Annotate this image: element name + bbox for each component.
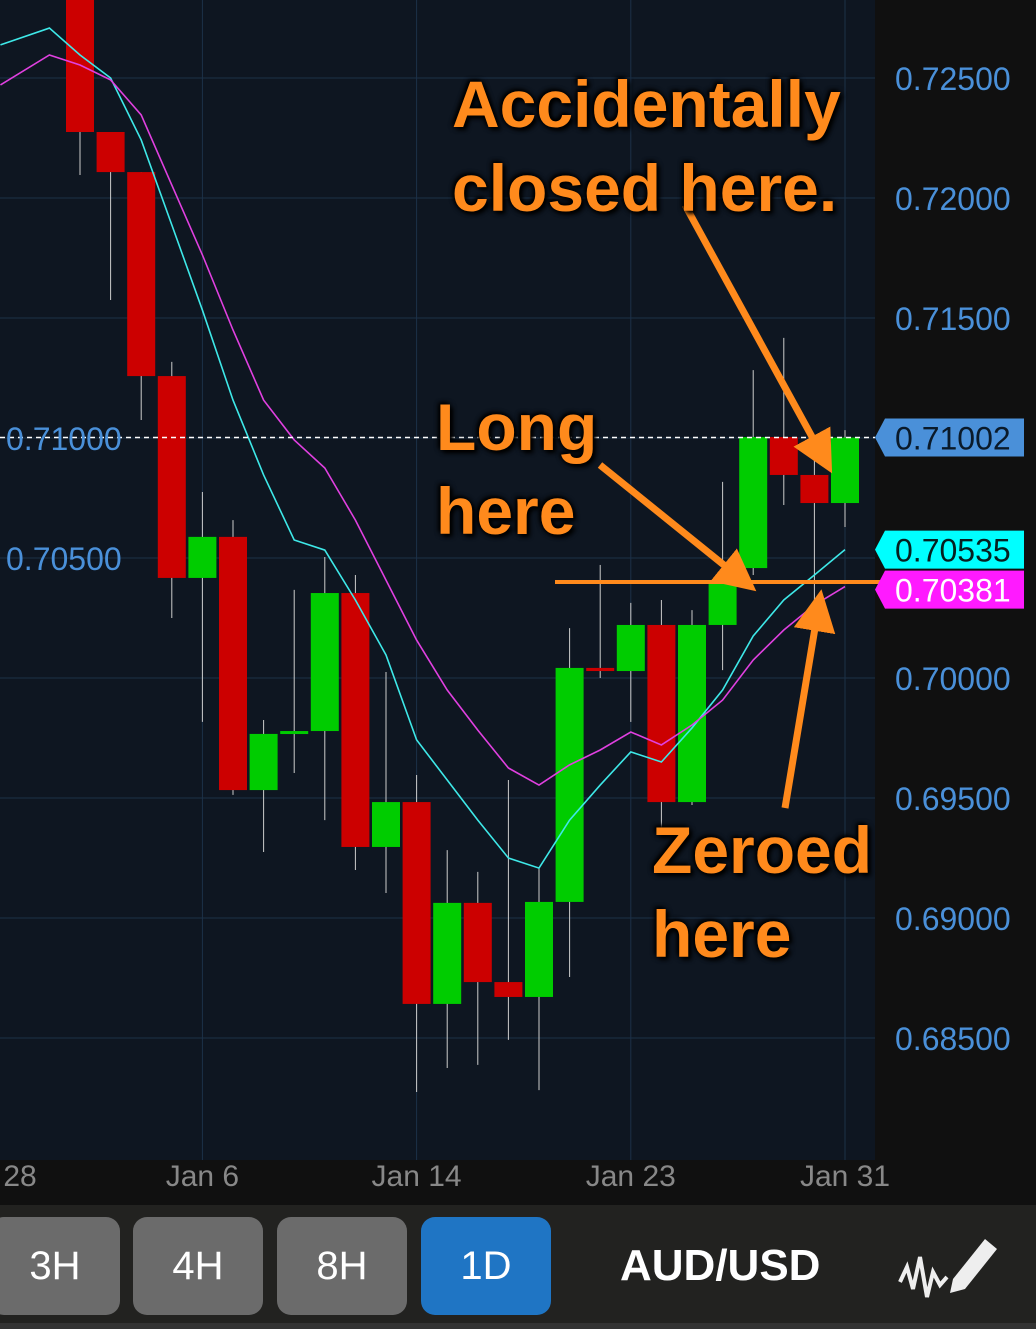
y-tick-label: 0.68500 xyxy=(895,1021,1011,1057)
timeframe-4h-button[interactable]: 4H xyxy=(133,1217,263,1315)
candle-down xyxy=(341,593,370,847)
candle-down xyxy=(647,624,676,803)
y-tick-label: 0.71000 xyxy=(6,421,122,457)
y-tick-label: 0.70000 xyxy=(895,661,1011,697)
candle-down xyxy=(127,172,156,377)
y-tick-label: 0.69000 xyxy=(895,901,1011,937)
x-tick-label: Jan 23 xyxy=(586,1160,676,1193)
candle-down xyxy=(769,437,798,475)
timeframe-3h-button[interactable]: 3H xyxy=(0,1217,120,1315)
x-tick-label: Jan 14 xyxy=(372,1160,462,1193)
candle-up xyxy=(310,593,339,732)
candle-up xyxy=(555,667,584,902)
x-tick-label: Jan 6 xyxy=(166,1160,239,1193)
candle-up xyxy=(616,624,645,672)
y-tick-label: 0.72500 xyxy=(895,61,1011,97)
moving-average-fast xyxy=(0,27,846,870)
price-tag xyxy=(875,530,1024,569)
candle-down xyxy=(800,474,829,504)
annotation-closed: Accidentally closed here. xyxy=(452,67,841,225)
annotation-long: Long here xyxy=(436,390,598,548)
x-tick-label: 28 xyxy=(3,1160,36,1193)
time-axis xyxy=(0,1160,875,1205)
candle-up xyxy=(372,802,400,847)
bottom-edge xyxy=(0,1323,1036,1329)
candle-down xyxy=(219,536,247,791)
candle-down xyxy=(66,0,94,133)
candle-up xyxy=(249,733,278,791)
candle-down xyxy=(586,667,615,672)
candle-up xyxy=(280,731,309,735)
candle-up xyxy=(739,437,768,569)
candle-up xyxy=(525,901,553,997)
candle-down xyxy=(96,132,125,173)
price-tag-label: 0.70381 xyxy=(895,573,1011,609)
annotation-arrow xyxy=(781,589,836,809)
candle-down xyxy=(402,802,431,1004)
moving-average-slow xyxy=(0,54,846,786)
price-tag-label: 0.71002 xyxy=(895,421,1011,457)
y-tick-label: 0.69500 xyxy=(895,781,1011,817)
y-tick-label: 0.70500 xyxy=(6,541,122,577)
timeframe-1d-button[interactable]: 1D xyxy=(421,1217,551,1315)
candle-up xyxy=(708,582,737,625)
annotation-arrow xyxy=(597,462,757,592)
annotation-arrow xyxy=(681,203,833,474)
chart-draw-pencil-icon[interactable] xyxy=(895,1227,1005,1307)
y-tick-label: 0.71500 xyxy=(895,301,1011,337)
candlestick-chart[interactable]: 0.68500 0.69000 0.69500 0.70000 0.70500 0.710… xyxy=(0,0,1036,1205)
timeframe-8h-button[interactable]: 8H xyxy=(277,1217,407,1315)
candle-up xyxy=(678,624,706,803)
candle-up xyxy=(831,437,859,504)
annotation-zeroed: Zeroed here xyxy=(652,813,873,971)
candle-down xyxy=(494,982,523,997)
symbol-label[interactable]: AUD/USD xyxy=(620,1241,821,1290)
price-tag xyxy=(875,570,1024,609)
candle-down xyxy=(157,376,186,578)
y-tick-label: 0.72000 xyxy=(895,181,1011,217)
bottom-toolbar: 3H 4H 8H 1D AUD/USD xyxy=(0,1205,1036,1323)
price-tag-label: 0.70535 xyxy=(895,533,1011,569)
candle-up xyxy=(433,902,462,1004)
x-tick-label: Jan 31 xyxy=(800,1160,890,1193)
candle-down xyxy=(463,902,492,983)
candle-up xyxy=(188,536,217,578)
price-tag xyxy=(875,418,1024,457)
